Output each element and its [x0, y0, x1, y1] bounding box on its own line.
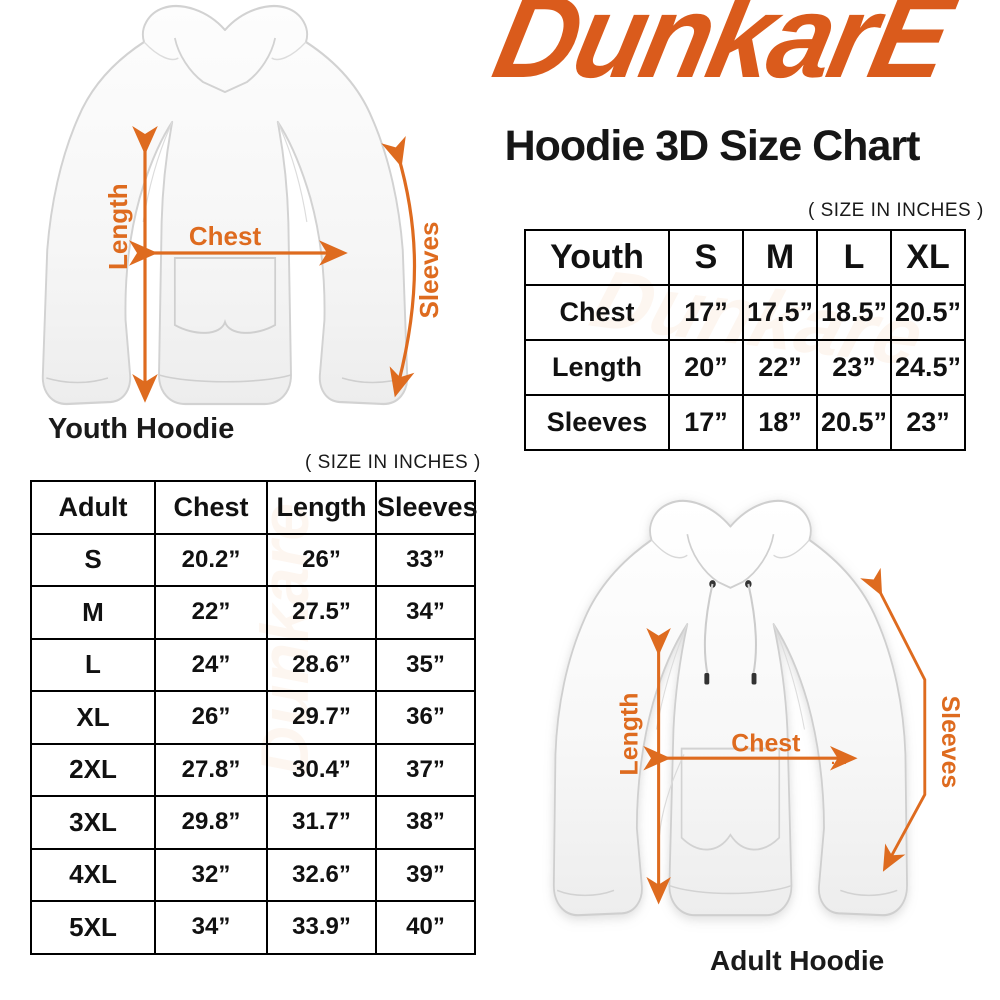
svg-text:Sleeves: Sleeves [936, 696, 964, 789]
svg-text:Length: Length [103, 183, 133, 270]
svg-text:Chest: Chest [731, 730, 800, 758]
svg-text:Sleeves: Sleeves [414, 222, 444, 319]
svg-text:Length: Length [616, 693, 644, 776]
svg-text:....: .... [831, 752, 847, 768]
svg-text:Chest: Chest [189, 221, 262, 251]
